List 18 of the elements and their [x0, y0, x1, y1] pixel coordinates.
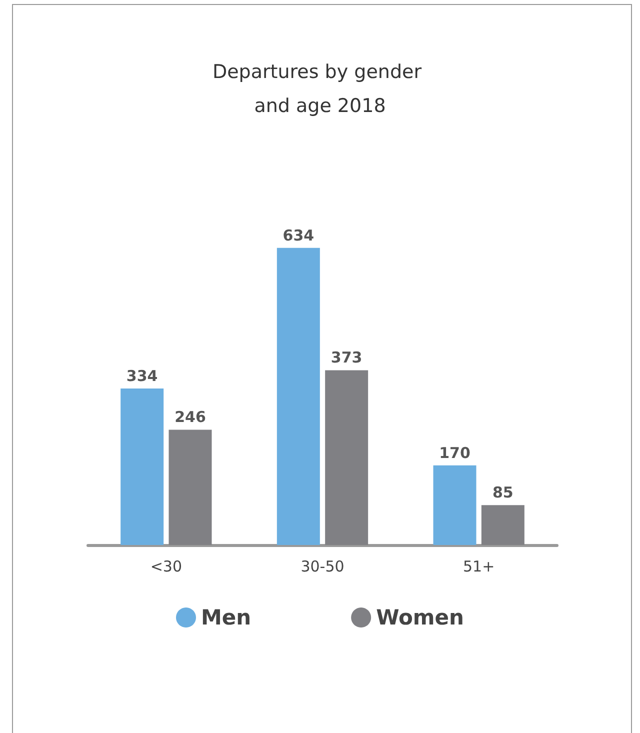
bar: [325, 370, 368, 545]
x-tick-label: 51+: [463, 558, 495, 576]
bar: [433, 465, 476, 545]
x-tick-label: 30-50: [300, 558, 344, 576]
data-label: 634: [282, 226, 314, 244]
bar: [168, 430, 212, 545]
bar: [120, 388, 164, 545]
data-label: 170: [439, 444, 470, 462]
data-label: 334: [126, 366, 158, 385]
bar: [481, 505, 524, 545]
x-tick-label: <30: [150, 558, 182, 576]
legend-label: Women: [376, 606, 464, 630]
data-label: 85: [492, 484, 514, 502]
legend-label: Men: [200, 606, 252, 630]
data-label: 373: [330, 348, 362, 367]
chart-title: Departures by gender and age 2018: [212, 61, 428, 117]
data-label: 246: [174, 408, 206, 426]
bar: [276, 248, 320, 545]
